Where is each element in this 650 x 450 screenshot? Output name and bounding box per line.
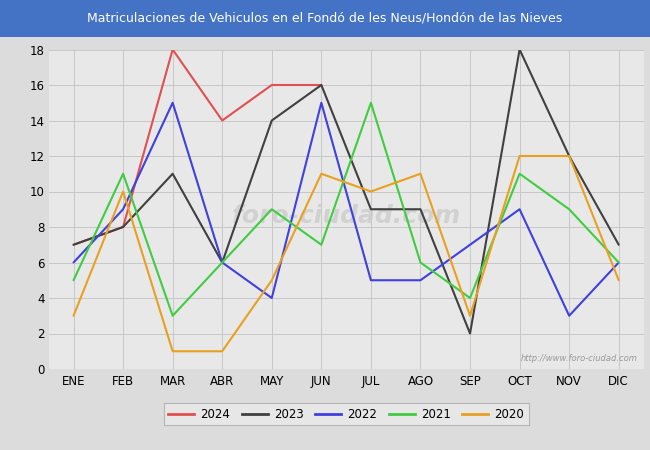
2021	[417, 260, 424, 265]
Line: 2022: 2022	[73, 103, 619, 316]
2020	[566, 153, 573, 159]
2021	[169, 313, 177, 319]
2023	[268, 118, 276, 123]
Text: Matriculaciones de Vehiculos en el Fondó de les Neus/Hondón de las Nieves: Matriculaciones de Vehiculos en el Fondó…	[87, 12, 563, 25]
Text: http://www.foro-ciudad.com: http://www.foro-ciudad.com	[521, 354, 638, 363]
2022	[169, 100, 177, 105]
2020	[615, 278, 623, 283]
Line: 2020: 2020	[73, 156, 619, 351]
2023	[417, 207, 424, 212]
Legend: 2024, 2023, 2022, 2021, 2020: 2024, 2023, 2022, 2021, 2020	[164, 403, 528, 425]
2021	[566, 207, 573, 212]
2022	[615, 260, 623, 265]
2022	[317, 100, 325, 105]
2020	[218, 349, 226, 354]
2023	[317, 82, 325, 88]
2021	[119, 171, 127, 176]
2022	[218, 260, 226, 265]
2020	[317, 171, 325, 176]
2020	[70, 313, 77, 319]
2020	[119, 189, 127, 194]
Text: foro-ciudad.com: foro-ciudad.com	[231, 204, 461, 228]
2021	[268, 207, 276, 212]
2020	[417, 171, 424, 176]
2023	[615, 242, 623, 248]
2020	[268, 278, 276, 283]
2021	[70, 278, 77, 283]
2023	[119, 224, 127, 230]
2020	[515, 153, 523, 159]
2023	[218, 260, 226, 265]
2024	[317, 82, 325, 88]
2020	[466, 313, 474, 319]
2020	[367, 189, 375, 194]
2021	[367, 100, 375, 105]
2023	[466, 331, 474, 336]
2023	[515, 47, 523, 52]
2022	[515, 207, 523, 212]
2022	[417, 278, 424, 283]
Line: 2021: 2021	[73, 103, 619, 316]
2024	[119, 224, 127, 230]
Line: 2024: 2024	[73, 50, 321, 245]
2022	[566, 313, 573, 319]
2021	[515, 171, 523, 176]
2023	[367, 207, 375, 212]
2023	[70, 242, 77, 248]
2021	[317, 242, 325, 248]
2021	[615, 260, 623, 265]
Line: 2023: 2023	[73, 50, 619, 333]
2022	[367, 278, 375, 283]
2022	[119, 207, 127, 212]
2024	[218, 118, 226, 123]
2024	[169, 47, 177, 52]
2023	[566, 153, 573, 159]
2021	[466, 295, 474, 301]
2020	[169, 349, 177, 354]
2023	[169, 171, 177, 176]
2024	[70, 242, 77, 248]
2022	[70, 260, 77, 265]
2024	[268, 82, 276, 88]
2022	[268, 295, 276, 301]
2021	[218, 260, 226, 265]
2022	[466, 242, 474, 248]
